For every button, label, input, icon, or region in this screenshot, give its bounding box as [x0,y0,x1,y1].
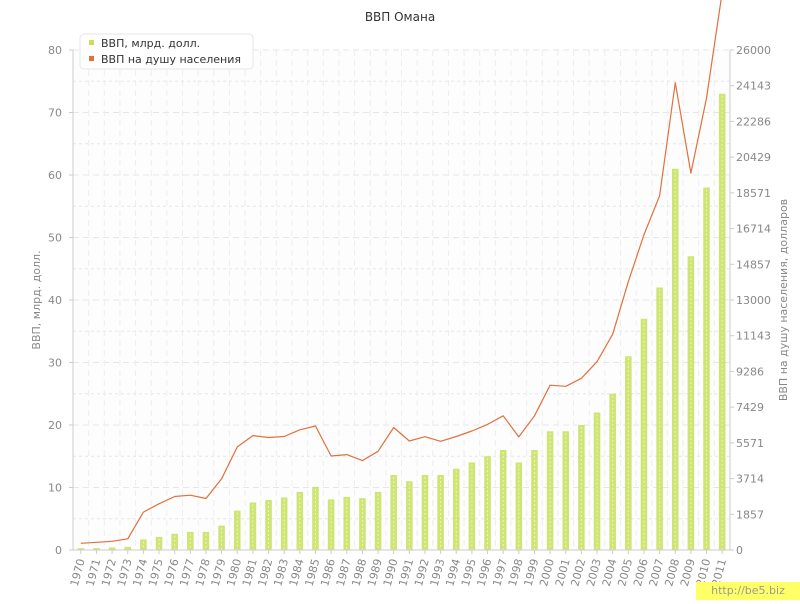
y-tick-label: 20 [48,419,62,432]
y-tick-label: 80 [48,44,62,57]
bar-gdp [218,525,225,550]
bar-gdp [265,500,272,550]
y2-tick-label: 13000 [736,294,771,307]
line-series [80,0,722,544]
bar-gdp [296,491,304,550]
y-axis-left-ticks: 0 10 20 30 40 50 60 70 80 [48,44,73,557]
y-tick-label: 70 [48,107,62,120]
y-tick-label: 40 [48,294,62,307]
y2-tick-label: 3714 [736,473,764,486]
y2-tick-label: 7429 [736,401,764,414]
y2-tick-label: 14857 [736,258,771,271]
y2-tick-label: 11143 [736,330,771,343]
bar-gdp [140,539,147,550]
legend-swatch-gdp [89,40,94,45]
bar-gdp [421,475,429,550]
bar-gdp [718,93,726,550]
y-tick-label: 60 [48,169,62,182]
y-axis-right-ticks: 0 1857 3714 5571 7429 9286 11143 13000 14857 1671… [730,44,771,557]
y-axis-left-title: ВВП, млрд. долл. [30,250,43,349]
bar-series [77,93,726,551]
bar-gdp [93,548,100,550]
y2-tick-label: 24143 [736,80,771,93]
y-tick-label: 0 [55,544,62,557]
line-gdp-per-capita [80,0,722,544]
gridlines [72,49,731,551]
bar-gdp [77,548,85,550]
x-axis-ticks: 1970197119721973197419751976197719781979… [68,550,729,588]
bar-gdp [187,531,194,550]
legend-swatch-gdp-per-capita [89,56,94,61]
y2-tick-label: 26000 [736,44,771,57]
watermark: http://be5.biz [696,582,800,600]
bar-gdp [327,499,335,550]
y-tick-label: 30 [48,357,62,370]
bar-gdp [703,187,710,550]
legend: ВВП, млрд. долл. ВВП на душу населения [79,33,254,70]
bar-gdp [374,491,382,550]
bar-gdp [108,547,116,550]
bar-gdp [171,533,178,550]
legend-label-gdp: ВВП, млрд. долл. [101,37,200,50]
y2-tick-label: 22286 [736,115,771,128]
y2-tick-label: 1857 [736,508,764,521]
legend-box [79,33,254,70]
y-axis-right-title: ВВП на душу населения, долларов [777,199,790,401]
bar-gdp [593,412,601,550]
y2-tick-label: 0 [736,544,743,557]
y2-tick-label: 5571 [736,437,764,450]
legend-label-gdp-per-capita: ВВП на душу населения [101,53,241,66]
bar-gdp [359,498,366,550]
y-tick-label: 10 [48,482,62,495]
y-tick-label: 50 [48,232,62,245]
bar-gdp [124,546,132,550]
bar-gdp [202,531,210,550]
chart-title: ВВП Омана [365,10,435,24]
y2-tick-label: 16714 [736,223,771,236]
bar-gdp [390,475,397,550]
y2-tick-label: 9286 [736,365,764,378]
y2-tick-label: 18571 [736,187,771,200]
bar-gdp [437,475,444,550]
bar-gdp [452,468,460,550]
bar-gdp [625,356,632,550]
y2-tick-label: 20429 [736,151,771,164]
